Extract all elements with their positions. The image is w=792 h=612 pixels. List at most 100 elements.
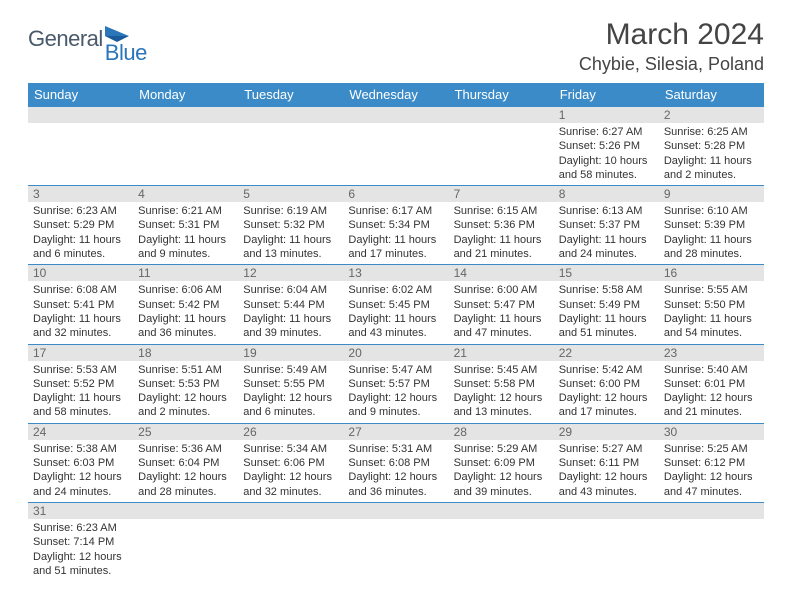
- day-detail-line: Sunset: 5:52 PM: [33, 377, 128, 391]
- day-detail-line: and 54 minutes.: [664, 326, 759, 340]
- day-detail-line: and 28 minutes.: [664, 247, 759, 261]
- day-detail-line: Sunset: 5:39 PM: [664, 218, 759, 232]
- day-detail-line: Sunset: 5:58 PM: [454, 377, 549, 391]
- calendar-cell: 23Sunrise: 5:40 AMSunset: 6:01 PMDayligh…: [659, 344, 764, 423]
- day-detail-line: Sunrise: 5:55 AM: [664, 283, 759, 297]
- calendar-cell: 14Sunrise: 6:00 AMSunset: 5:47 PMDayligh…: [449, 265, 554, 344]
- day-detail-line: Sunrise: 6:27 AM: [559, 125, 654, 139]
- day-details: Sunrise: 6:19 AMSunset: 5:32 PMDaylight:…: [238, 202, 343, 264]
- day-detail-line: Sunrise: 5:58 AM: [559, 283, 654, 297]
- calendar-cell: [28, 107, 133, 186]
- day-details: Sunrise: 5:58 AMSunset: 5:49 PMDaylight:…: [554, 281, 659, 343]
- day-detail-line: Sunset: 5:28 PM: [664, 139, 759, 153]
- calendar-cell: 2Sunrise: 6:25 AMSunset: 5:28 PMDaylight…: [659, 107, 764, 186]
- day-detail-line: and 17 minutes.: [559, 405, 654, 419]
- day-detail-line: Daylight: 12 hours: [348, 391, 443, 405]
- day-detail-line: Daylight: 11 hours: [348, 312, 443, 326]
- calendar-cell: 6Sunrise: 6:17 AMSunset: 5:34 PMDaylight…: [343, 186, 448, 265]
- day-detail-line: Sunrise: 5:51 AM: [138, 363, 233, 377]
- day-detail-line: Sunrise: 5:40 AM: [664, 363, 759, 377]
- day-detail-line: and 21 minutes.: [664, 405, 759, 419]
- day-detail-line: Sunset: 6:03 PM: [33, 456, 128, 470]
- day-detail-line: and 6 minutes.: [33, 247, 128, 261]
- day-detail-line: Sunset: 6:09 PM: [454, 456, 549, 470]
- day-detail-line: Daylight: 12 hours: [559, 391, 654, 405]
- day-detail-line: Daylight: 11 hours: [243, 312, 338, 326]
- day-detail-line: Daylight: 11 hours: [664, 154, 759, 168]
- day-detail-line: Daylight: 12 hours: [33, 470, 128, 484]
- day-detail-line: Daylight: 12 hours: [454, 470, 549, 484]
- day-detail-line: Sunset: 6:06 PM: [243, 456, 338, 470]
- day-detail-line: and 28 minutes.: [138, 485, 233, 499]
- day-detail-line: Sunrise: 6:08 AM: [33, 283, 128, 297]
- day-number: 16: [659, 265, 764, 281]
- day-details: Sunrise: 6:00 AMSunset: 5:47 PMDaylight:…: [449, 281, 554, 343]
- day-number: 24: [28, 424, 133, 440]
- day-details: Sunrise: 5:25 AMSunset: 6:12 PMDaylight:…: [659, 440, 764, 502]
- day-details: Sunrise: 5:36 AMSunset: 6:04 PMDaylight:…: [133, 440, 238, 502]
- day-number-empty: [133, 503, 238, 519]
- calendar-cell: [554, 502, 659, 581]
- day-detail-line: Sunset: 5:32 PM: [243, 218, 338, 232]
- day-detail-line: and 2 minutes.: [138, 405, 233, 419]
- day-detail-line: Sunset: 7:14 PM: [33, 535, 128, 549]
- day-detail-line: and 24 minutes.: [559, 247, 654, 261]
- day-detail-line: Sunset: 6:04 PM: [138, 456, 233, 470]
- day-number-empty: [28, 107, 133, 123]
- day-detail-line: Sunset: 5:41 PM: [33, 298, 128, 312]
- calendar-cell: 24Sunrise: 5:38 AMSunset: 6:03 PMDayligh…: [28, 423, 133, 502]
- day-detail-line: Sunset: 5:36 PM: [454, 218, 549, 232]
- day-number: 30: [659, 424, 764, 440]
- day-detail-line: Daylight: 11 hours: [454, 233, 549, 247]
- day-details: Sunrise: 5:34 AMSunset: 6:06 PMDaylight:…: [238, 440, 343, 502]
- day-details: Sunrise: 5:51 AMSunset: 5:53 PMDaylight:…: [133, 361, 238, 423]
- day-detail-line: Sunset: 5:45 PM: [348, 298, 443, 312]
- calendar-cell: 7Sunrise: 6:15 AMSunset: 5:36 PMDaylight…: [449, 186, 554, 265]
- day-detail-line: and 17 minutes.: [348, 247, 443, 261]
- logo-text-blue: Blue: [105, 40, 147, 66]
- day-number: 17: [28, 345, 133, 361]
- day-detail-line: Sunrise: 5:25 AM: [664, 442, 759, 456]
- calendar-cell: [238, 502, 343, 581]
- day-detail-line: and 13 minutes.: [454, 405, 549, 419]
- day-number: 11: [133, 265, 238, 281]
- day-details: Sunrise: 6:23 AMSunset: 5:29 PMDaylight:…: [28, 202, 133, 264]
- day-number-empty: [238, 107, 343, 123]
- day-detail-line: Daylight: 11 hours: [138, 233, 233, 247]
- calendar-cell: 15Sunrise: 5:58 AMSunset: 5:49 PMDayligh…: [554, 265, 659, 344]
- day-details: Sunrise: 6:25 AMSunset: 5:28 PMDaylight:…: [659, 123, 764, 185]
- day-detail-line: Sunrise: 6:10 AM: [664, 204, 759, 218]
- day-detail-line: Daylight: 11 hours: [243, 233, 338, 247]
- weekday-header: Saturday: [659, 83, 764, 107]
- day-detail-line: and 58 minutes.: [559, 168, 654, 182]
- day-number: 2: [659, 107, 764, 123]
- day-details: Sunrise: 6:15 AMSunset: 5:36 PMDaylight:…: [449, 202, 554, 264]
- day-detail-line: Daylight: 11 hours: [664, 312, 759, 326]
- day-detail-line: Daylight: 12 hours: [243, 391, 338, 405]
- day-detail-line: Sunrise: 5:34 AM: [243, 442, 338, 456]
- calendar-cell: 9Sunrise: 6:10 AMSunset: 5:39 PMDaylight…: [659, 186, 764, 265]
- day-details: Sunrise: 6:02 AMSunset: 5:45 PMDaylight:…: [343, 281, 448, 343]
- day-detail-line: and 43 minutes.: [348, 326, 443, 340]
- day-number: 29: [554, 424, 659, 440]
- day-detail-line: Daylight: 12 hours: [138, 391, 233, 405]
- day-detail-line: Daylight: 11 hours: [454, 312, 549, 326]
- day-detail-line: Sunrise: 6:04 AM: [243, 283, 338, 297]
- day-number: 12: [238, 265, 343, 281]
- day-detail-line: and 21 minutes.: [454, 247, 549, 261]
- calendar-row: 3Sunrise: 6:23 AMSunset: 5:29 PMDaylight…: [28, 186, 764, 265]
- day-number-empty: [133, 107, 238, 123]
- day-detail-line: Sunset: 6:11 PM: [559, 456, 654, 470]
- calendar-cell: 29Sunrise: 5:27 AMSunset: 6:11 PMDayligh…: [554, 423, 659, 502]
- calendar-cell: 11Sunrise: 6:06 AMSunset: 5:42 PMDayligh…: [133, 265, 238, 344]
- calendar-cell: 1Sunrise: 6:27 AMSunset: 5:26 PMDaylight…: [554, 107, 659, 186]
- day-detail-line: Daylight: 12 hours: [138, 470, 233, 484]
- day-detail-line: Daylight: 12 hours: [664, 391, 759, 405]
- day-detail-line: Sunrise: 6:02 AM: [348, 283, 443, 297]
- day-detail-line: and 47 minutes.: [664, 485, 759, 499]
- day-number: 20: [343, 345, 448, 361]
- day-detail-line: Sunrise: 6:17 AM: [348, 204, 443, 218]
- day-detail-line: Sunset: 5:55 PM: [243, 377, 338, 391]
- day-detail-line: Sunset: 5:53 PM: [138, 377, 233, 391]
- day-number: 18: [133, 345, 238, 361]
